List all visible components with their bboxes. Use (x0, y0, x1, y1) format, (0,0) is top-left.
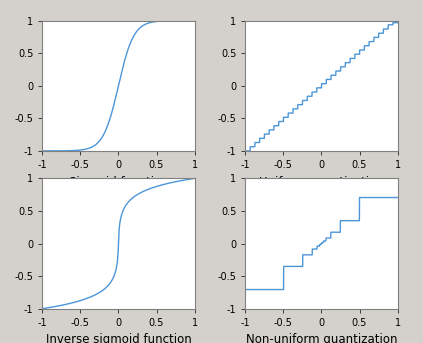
X-axis label: Sigmoid function: Sigmoid function (69, 176, 168, 189)
X-axis label: Non-uniform quantization: Non-uniform quantization (246, 333, 397, 343)
X-axis label: Uniform quantization: Uniform quantization (259, 176, 384, 189)
X-axis label: Inverse sigmoid function: Inverse sigmoid function (46, 333, 191, 343)
